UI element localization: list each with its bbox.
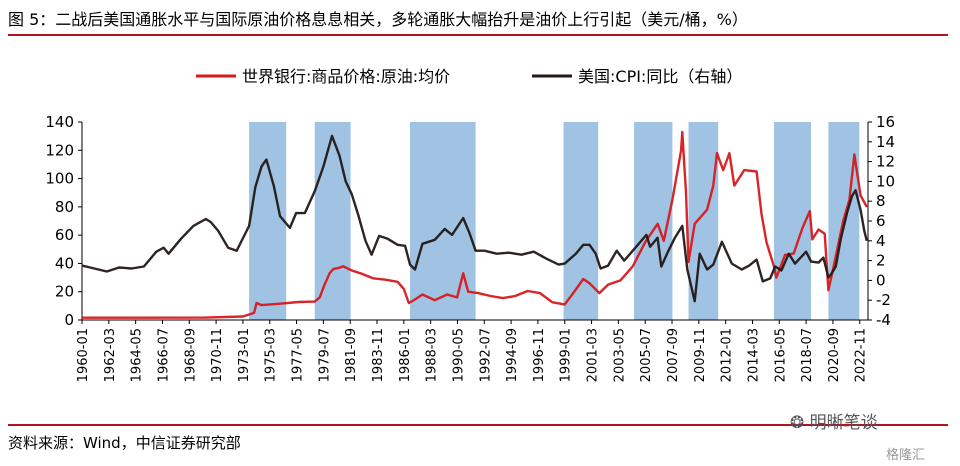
x-tick-label: 1977-05 [291,328,306,382]
chart-legend: 世界银行:商品价格:原油:均价 美国:CPI:同比（右轴） [196,67,742,86]
x-tick-label: 1996-11 [532,328,547,382]
right-tick-label: 6 [876,212,886,230]
x-tick-label: 1966-07 [156,328,171,382]
right-tick-label: -4 [876,311,891,329]
x-tick-label: 2020-09 [827,328,842,382]
x-tick-label: 1988-03 [425,328,440,382]
x-tick-label: 1986-01 [398,328,413,382]
series-lines [81,130,868,319]
left-tick-label: 40 [55,254,74,272]
x-tick-label: 1981-09 [344,328,359,382]
x-tick-label: 2022-11 [854,328,869,382]
x-tick-label: 1990-05 [451,328,466,382]
x-tick-label: 1964-05 [130,328,145,382]
x-tick-label: 2007-09 [666,328,681,382]
x-tick-label: 1994-09 [505,328,520,382]
x-tick-label: 2018-07 [800,328,815,382]
figure-title: 图 5：二战后美国通胀水平与国际原油价格息息相关，多轮通胀大幅抬升是油价上行引起… [8,10,748,29]
x-tick-label: 1979-07 [317,328,332,382]
right-tick-label: 2 [876,252,886,270]
x-tick-label: 1962-03 [103,328,118,382]
shaded-period [688,122,719,320]
chat-bubble-icon: ❂ [790,413,810,433]
chart-svg: 世界银行:商品价格:原油:均价 美国:CPI:同比（右轴） 02040608010… [45,67,895,382]
x-tick-label: 1983-11 [371,328,386,382]
shaded-period [563,122,599,320]
shaded-period [410,122,476,320]
oil-price-line [81,130,868,319]
x-tick-label: 2001-03 [586,328,601,382]
left-tick-label: 140 [45,113,74,131]
watermark-text: 明晰笔谈 [809,413,878,433]
source-note: 资料来源：Wind，中信证券研究部 [8,434,241,452]
right-tick-label: 14 [876,133,895,151]
x-tick-label: 1968-09 [183,328,198,382]
left-tick-label: 100 [45,170,74,188]
x-tick-label: 2016-05 [773,328,788,382]
legend-item-cpi: 美国:CPI:同比（右轴） [532,67,742,86]
x-tick-label: 2005-07 [639,328,654,382]
right-tick-label: 8 [876,192,886,210]
x-tick-label: 2009-11 [693,328,708,382]
cpi-yoy-line [81,134,868,303]
right-tick-label: 12 [876,153,895,171]
x-tick-label: 1975-03 [264,328,279,382]
x-tick-label: 1992-07 [478,328,493,382]
left-tick-label: 20 [55,283,74,301]
left-tick-label: 0 [64,311,74,329]
shaded-period [314,122,351,320]
title-rule [8,34,948,36]
legend-item-oil: 世界银行:商品价格:原油:均价 [196,67,450,86]
x-tick-label: 1973-01 [237,328,252,382]
right-tick-label: -2 [876,291,891,309]
right-tick-label: 4 [876,232,886,250]
footer-rule [8,424,948,426]
watermark: ❂ 明晰笔谈 [790,408,878,433]
x-tick-label: 1960-01 [76,328,91,382]
right-tick-label: 0 [876,271,886,289]
watermark-secondary: 格隆汇 [886,448,926,463]
shaded-period [634,122,673,320]
x-tick-label: 2012-01 [720,328,735,382]
left-tick-label: 60 [55,226,74,244]
legend-label: 世界银行:商品价格:原油:均价 [242,67,450,86]
right-tick-label: 16 [876,113,895,131]
x-tick-label: 2003-05 [612,328,627,382]
left-tick-label: 80 [55,198,74,216]
x-tick-label: 2014-03 [746,328,761,382]
right-tick-label: 10 [876,172,895,190]
x-tick-label: 1999-01 [559,328,574,382]
x-tick-label: 1970-11 [210,328,225,382]
left-tick-label: 120 [45,141,74,159]
shaded-period [249,122,287,320]
axes: 020406080100120140-4-202468101214161960-… [45,113,895,382]
legend-label: 美国:CPI:同比（右轴） [578,67,742,86]
shaded-periods [249,122,860,320]
